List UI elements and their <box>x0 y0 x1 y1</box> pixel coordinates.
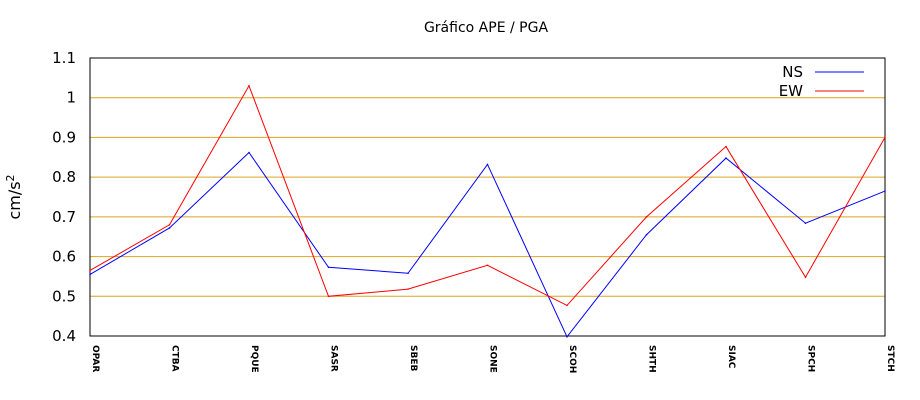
data-point-ew <box>725 145 727 148</box>
data-point-ns <box>327 266 330 269</box>
data-point-ew <box>248 85 250 87</box>
x-axis-ticks: OPAR CTBA PQUE SASR SBEB SONE SCOH SHTH SIAC SPCH… <box>90 345 895 373</box>
series-line-ew <box>89 84 886 307</box>
chart-title: Gráfico APE / PGA <box>424 20 548 36</box>
x-tick-label: SPCH <box>806 345 816 372</box>
data-point-ns <box>248 151 250 154</box>
data-point-ns <box>725 157 727 159</box>
y-axis-label-exponent: 2 <box>4 174 17 181</box>
x-tick-label: CTBA <box>170 345 180 372</box>
plot-frame <box>89 57 886 337</box>
x-tick-label: SBEB <box>408 345 418 371</box>
y-tick-label: 0.7 <box>52 208 76 226</box>
y-axis-label-base: cm/s <box>5 181 24 219</box>
x-tick-label: OPAR <box>90 345 100 372</box>
x-tick-label: PQUE <box>249 345 259 373</box>
data-point-ns <box>566 335 568 338</box>
y-tick-label: 0.8 <box>52 168 76 186</box>
x-tick-label: STCH <box>885 345 895 372</box>
y-tick-label: 0.4 <box>52 327 76 345</box>
data-point-ew <box>168 224 171 226</box>
data-point-ew <box>327 295 330 298</box>
y-axis-ticks: 0.4 0.5 0.6 0.7 0.8 0.9 1 1.1 <box>52 49 76 345</box>
data-point-ew <box>804 276 807 279</box>
y-axis-label: cm/s2 <box>4 174 25 219</box>
series-lines <box>89 84 886 338</box>
legend-label-ns: NS <box>782 63 803 81</box>
x-tick-label: SIAC <box>726 345 736 369</box>
data-point-ew <box>645 216 648 218</box>
y-tick-label: 1 <box>66 89 76 107</box>
grid-lines <box>90 97 885 297</box>
data-point-ns <box>645 233 648 236</box>
data-point-ew <box>884 136 886 139</box>
data-point-ew <box>407 288 409 290</box>
data-point-ew <box>566 304 568 307</box>
data-point-ns <box>89 273 91 276</box>
data-point-ns <box>486 163 489 166</box>
data-point-ew <box>486 264 489 267</box>
x-tick-label: SCOH <box>567 345 577 373</box>
y-tick-label: 0.5 <box>52 287 76 305</box>
data-point-ew <box>89 269 91 272</box>
data-point-ns <box>884 190 886 192</box>
series-line-ns <box>89 151 886 338</box>
data-point-ns <box>804 222 807 225</box>
x-tick-label: SONE <box>488 345 498 373</box>
legend-label-ew: EW <box>779 82 803 100</box>
y-tick-label: 0.6 <box>52 248 76 266</box>
y-tick-label: 0.9 <box>52 128 76 146</box>
x-tick-label: SASR <box>329 345 339 372</box>
data-point-ns <box>407 272 409 275</box>
data-point-ns <box>168 227 171 229</box>
y-tick-label: 1.1 <box>52 49 76 67</box>
x-tick-label: SHTH <box>647 345 657 373</box>
